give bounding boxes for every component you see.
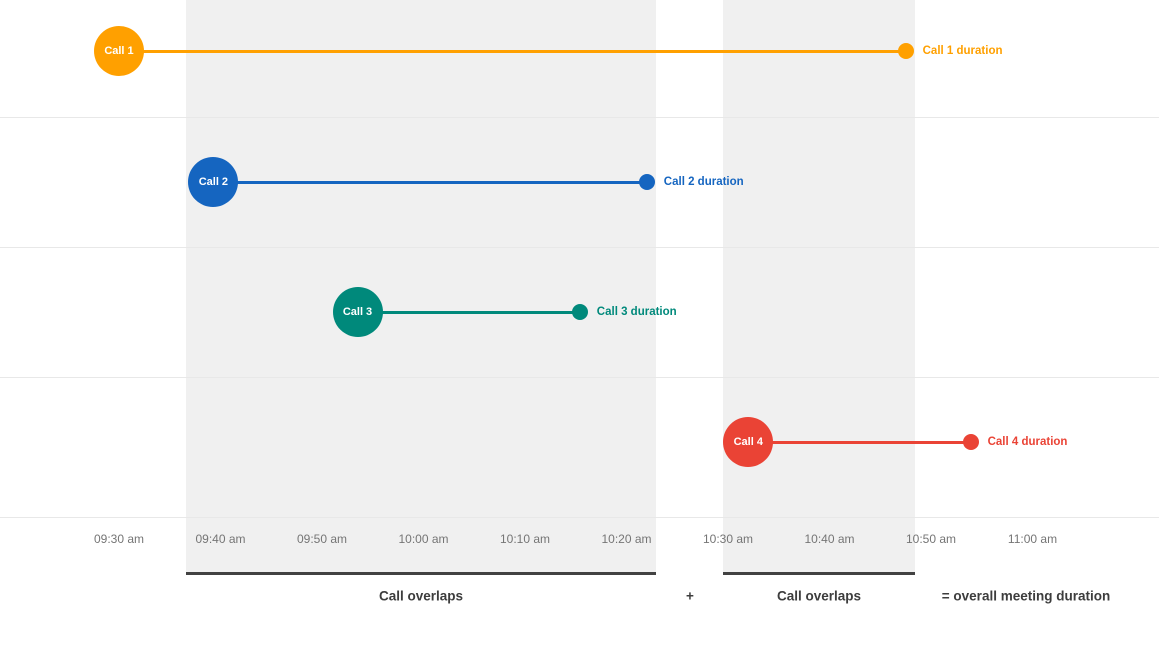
call-4-end-marker	[962, 434, 979, 450]
gridline	[0, 117, 1159, 118]
overlap-left-label: Call overlaps	[378, 588, 464, 604]
gridline	[0, 377, 1159, 378]
overlap-band-1	[185, 0, 656, 575]
x-axis-tick: 10:30 am	[702, 532, 754, 546]
x-axis-tick: 09:30 am	[93, 532, 145, 546]
call-2-end-marker	[638, 174, 655, 190]
call-1-end-marker	[897, 43, 914, 59]
call-2-line	[213, 180, 647, 184]
call-3-end-marker	[571, 304, 588, 320]
call-3-duration-label: Call 3 duration	[596, 306, 677, 318]
call-1-line	[119, 49, 906, 53]
call-4-start-marker: Call 4	[723, 417, 774, 467]
x-axis-baseline	[0, 517, 1159, 518]
call-4-duration-label: Call 4 duration	[987, 436, 1068, 448]
gridline	[0, 247, 1159, 248]
x-axis-tick: 10:20 am	[601, 532, 652, 546]
call-1-duration-label: Call 1 duration	[922, 45, 1003, 57]
call-4-line	[748, 440, 971, 444]
x-axis-tick: 10:00 am	[398, 532, 449, 546]
x-axis-tick: 11:00 am	[1007, 532, 1058, 546]
overlap-right-label: Call overlaps	[776, 588, 862, 604]
equals-label: = overall meeting duration	[941, 588, 1111, 604]
call-2-start-marker: Call 2	[188, 157, 239, 207]
x-axis-tick: 10:50 am	[905, 532, 957, 546]
plus-sign: +	[686, 588, 694, 604]
x-axis-tick: 10:10 am	[499, 532, 551, 546]
x-axis-tick: 09:40 am	[195, 532, 246, 546]
call-2-duration-label: Call 2 duration	[663, 176, 744, 188]
call-3-start-marker: Call 3	[332, 287, 383, 337]
call-1-start-marker: Call 1	[94, 26, 144, 76]
call-3-line	[357, 310, 580, 314]
x-axis-tick: 10:40 am	[804, 532, 855, 546]
overlap-band-2	[722, 0, 915, 575]
x-axis-tick: 09:50 am	[296, 532, 348, 546]
